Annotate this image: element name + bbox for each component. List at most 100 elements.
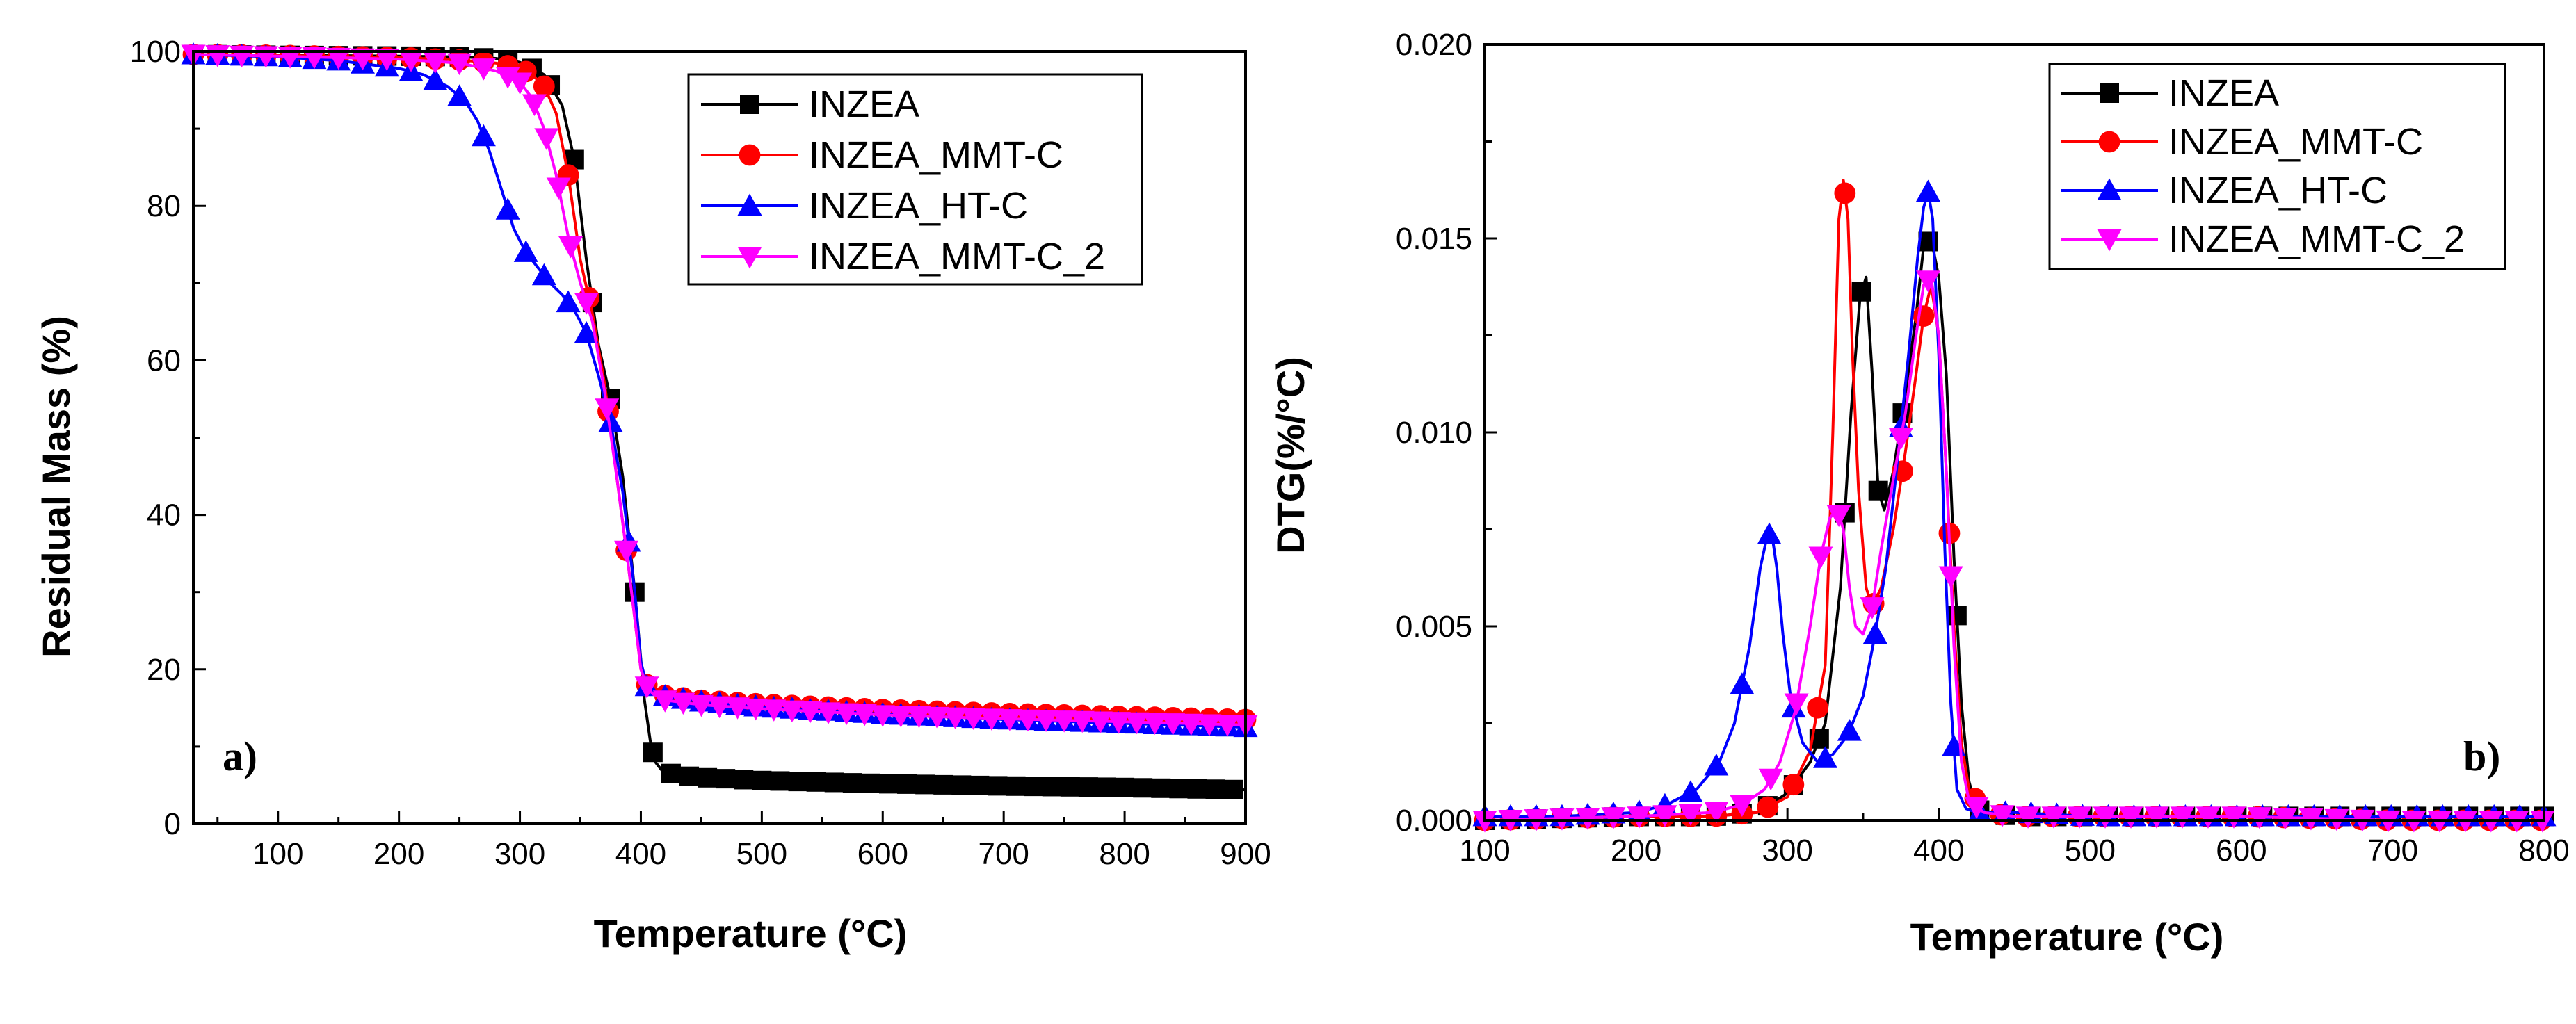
y-tick-label-a: 20 [147, 653, 181, 687]
data-point-inzea-mmt-c-2-a [350, 48, 375, 71]
data-point-inzea-mmt-c-2-b [1964, 797, 1989, 819]
data-point-inzea-a [752, 770, 772, 790]
data-point-inzea-mmt-c-2-b [1704, 802, 1729, 824]
legend-label-inzea-ht-c-a: INZEA_HT-C [809, 185, 1028, 227]
data-point-inzea-mmt-c-2-a [423, 51, 448, 74]
data-point-inzea-ht-c-b [1862, 621, 1887, 644]
data-point-inzea-mmt-c-2-a [1106, 712, 1131, 734]
data-point-inzea-a [842, 773, 862, 793]
data-point-inzea-a [734, 770, 754, 790]
data-point-inzea-a [661, 763, 681, 783]
y-tick-label-b: 0.010 [1396, 416, 1472, 450]
data-point-inzea-mmt-c-2-b [2015, 806, 2040, 829]
data-point-inzea-mmt-c-2-a [1052, 710, 1077, 733]
legend-label-inzea-mmt-c-2-a: INZEA_MMT-C_2 [809, 236, 1105, 277]
data-point-inzea-mmt-c-b [1913, 305, 1935, 327]
series-inzea-ht-c-b [1472, 179, 2557, 827]
plot-frame-a [192, 50, 1247, 825]
x-tick-label-b: 700 [2367, 834, 2418, 868]
y-tick-label-b: 0.015 [1396, 222, 1472, 256]
data-point-inzea-mmt-c-2-a [1015, 709, 1040, 732]
x-tick-label-a: 100 [252, 837, 303, 871]
data-point-inzea-a [915, 774, 935, 795]
data-point-inzea-ht-c-b [1837, 719, 1862, 741]
y-tick-label-b: 0.000 [1396, 804, 1472, 838]
data-point-inzea-mmt-c-2-a [1088, 711, 1113, 733]
data-point-inzea-mmt-c-2-b [1627, 806, 1652, 829]
data-point-inzea-mmt-c-2-a [925, 706, 950, 729]
data-point-inzea-mmt-c-2-a [447, 53, 472, 76]
data-point-inzea-a [1097, 777, 1117, 797]
y-tick-label-b: 0.020 [1396, 28, 1472, 62]
panel-label-a: a) [223, 733, 257, 779]
x-tick-label-a: 400 [615, 837, 666, 871]
series-line-inzea-ht-c-b [1485, 190, 2544, 818]
data-point-inzea-a [643, 742, 663, 763]
x-tick-label-b: 800 [2518, 834, 2569, 868]
data-point-inzea-a [1115, 777, 1135, 797]
data-point-inzea-mmt-c-2-a [546, 177, 571, 200]
legend-marker-inzea-a [740, 95, 759, 114]
x-tick-label-b: 600 [2216, 834, 2267, 868]
data-point-inzea-a [824, 772, 844, 793]
data-point-inzea-a [969, 775, 990, 795]
data-point-inzea-mmt-c-2-a [888, 706, 913, 728]
x-tick-label-a: 500 [736, 837, 787, 871]
series-line-inzea-b [1484, 237, 2544, 822]
series-inzea-a [184, 44, 1246, 799]
x-tick-label-a: 200 [373, 837, 424, 871]
data-point-inzea-a [1060, 777, 1080, 797]
data-point-inzea-a [1133, 778, 1153, 798]
series-inzea-mmt-c-b [1474, 179, 2552, 831]
data-point-inzea-mmt-c-2-b [1575, 808, 1600, 830]
series-line-inzea-mmt-c-b [1484, 179, 2544, 822]
data-point-inzea-mmt-c-2-a [725, 697, 750, 720]
data-point-inzea-mmt-c-2-a [979, 708, 1004, 731]
legend-a: INZEA INZEA_MMT-C INZEA_HT-C INZEA_MMT-C… [687, 73, 1143, 286]
data-point-inzea-ht-c-a [531, 263, 556, 286]
data-point-inzea-mmt-c-2-a [1124, 712, 1149, 735]
data-point-inzea-mmt-c-2-a [508, 72, 533, 95]
data-point-inzea-mmt-c-2-a [870, 705, 895, 727]
data-point-inzea-mmt-c-2-b [1784, 693, 1809, 715]
data-point-inzea-b [1851, 282, 1871, 302]
legend-label-inzea-mmt-c-a: INZEA_MMT-C [809, 134, 1063, 176]
data-point-inzea-a [1151, 778, 1171, 798]
data-point-inzea-mmt-c-2-b [1990, 805, 2015, 827]
data-point-inzea-mmt-c-2-a [1161, 713, 1186, 736]
data-point-inzea-ht-c-b [1915, 179, 1940, 202]
data-point-inzea-mmt-c-b [1834, 182, 1856, 204]
legend-label-inzea-a: INZEA [809, 83, 919, 125]
legend-label-inzea-b: INZEA [2168, 72, 2279, 114]
y-tick-label-a: 0 [164, 807, 181, 841]
data-point-inzea-mmt-c-2-a [961, 708, 986, 731]
data-point-inzea-mmt-c-2-a [743, 698, 768, 721]
y-axis-title-a: Residual Mass (%) [34, 316, 78, 658]
legend-marker-inzea-ht-c-a [737, 193, 762, 216]
data-point-inzea-mmt-c-2-a [798, 701, 823, 724]
data-point-inzea-mmt-c-2-a [997, 709, 1022, 731]
legend-b: INZEA INZEA_MMT-C INZEA_HT-C INZEA_MMT-C… [2048, 63, 2506, 270]
data-point-inzea-mmt-c-2-b [1678, 804, 1703, 826]
x-tick-label-b: 400 [1913, 834, 1964, 868]
data-point-inzea-mmt-c-2-b [1826, 505, 1851, 528]
data-point-inzea-mmt-c-2-b [1915, 270, 1940, 293]
data-point-inzea-ht-c-b [1678, 780, 1703, 802]
data-point-inzea-mmt-c-2-b [2196, 806, 2221, 829]
data-point-inzea-mmt-c-2-a [707, 696, 732, 719]
data-point-inzea-mmt-c-2-a [614, 540, 639, 563]
data-point-inzea-mmt-c-2-a [762, 699, 787, 722]
data-point-inzea-a [1187, 779, 1207, 799]
data-point-inzea-mmt-c-b [1782, 774, 1805, 796]
data-point-inzea-mmt-c-2-a [816, 702, 841, 724]
data-point-inzea-a [698, 767, 718, 788]
data-point-inzea-a [860, 773, 880, 793]
data-point-inzea-mmt-c-2-b [1652, 805, 1677, 827]
data-point-inzea-mmt-c-2-a [495, 67, 520, 89]
data-point-inzea-ht-c-a [495, 197, 520, 220]
data-point-inzea-a [679, 766, 700, 786]
data-point-inzea-ht-c-b [1757, 522, 1782, 544]
data-point-inzea-mmt-c-2-a [652, 690, 677, 713]
data-point-inzea-a [1223, 779, 1243, 799]
y-tick-label-a: 80 [147, 189, 181, 223]
